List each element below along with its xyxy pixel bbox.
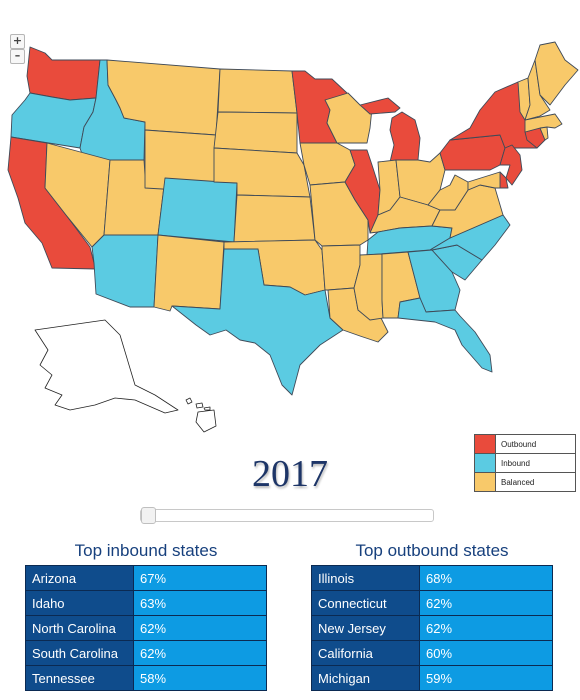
table-row: Idaho 63% [25, 590, 267, 616]
percent-cell: 62% [419, 615, 553, 641]
legend-label: Inbound [501, 458, 530, 468]
state-cell: California [311, 640, 420, 666]
year-slider[interactable] [140, 507, 434, 524]
state-alaska[interactable] [34, 319, 179, 414]
outbound-table-title: Top outbound states [355, 541, 509, 560]
table-row: Connecticut 62% [311, 590, 553, 616]
table-row: North Carolina 62% [25, 615, 267, 641]
state-maine[interactable] [534, 41, 579, 106]
percent-cell: 62% [419, 590, 553, 616]
state-cell: Idaho [25, 590, 134, 616]
state-maryland[interactable] [467, 171, 501, 191]
legend-item-balanced: Balanced [475, 473, 575, 491]
table-row: South Carolina 62% [25, 640, 267, 666]
legend-item-outbound: Outbound [475, 435, 575, 454]
legend-swatch [475, 435, 496, 453]
state-cell: New Jersey [311, 615, 420, 641]
table-row: Tennessee 58% [25, 665, 267, 691]
state-new-jersey[interactable] [499, 144, 523, 186]
state-cell: Tennessee [25, 665, 134, 691]
legend-label: Outbound [501, 439, 537, 449]
legend-swatch [475, 473, 496, 491]
percent-cell: 60% [419, 640, 553, 666]
us-map[interactable] [0, 30, 580, 450]
percent-cell: 67% [133, 565, 267, 591]
table-row: Arizona 67% [25, 565, 267, 591]
table-row: California 60% [311, 640, 553, 666]
state-new-mexico[interactable] [153, 234, 225, 312]
legend-item-inbound: Inbound [475, 454, 575, 473]
percent-cell: 59% [419, 665, 553, 691]
percent-cell: 62% [133, 615, 267, 641]
state-north-carolina[interactable] [429, 214, 511, 261]
state-cell: Michigan [311, 665, 420, 691]
legend-label: Balanced [501, 477, 535, 487]
zoom-in-button[interactable]: + [10, 34, 25, 49]
state-cell: Illinois [311, 565, 420, 591]
state-massachusetts[interactable] [524, 113, 563, 133]
state-arkansas[interactable] [321, 244, 361, 291]
state-cell: Arizona [25, 565, 134, 591]
state-cell: South Carolina [25, 640, 134, 666]
map-legend: Outbound Inbound Balanced [474, 434, 576, 492]
state-cell: North Carolina [25, 615, 134, 641]
us-map-svg[interactable] [0, 30, 580, 450]
zoom-out-button[interactable]: – [10, 49, 25, 64]
percent-cell: 58% [133, 665, 267, 691]
inbound-table: Arizona 67% Idaho 63% North Carolina 62%… [25, 565, 267, 691]
year-label: 2017 [252, 453, 328, 495]
table-row: Michigan 59% [311, 665, 553, 691]
table-row: Illinois 68% [311, 565, 553, 591]
state-arizona[interactable] [91, 234, 159, 308]
table-row: New Jersey 62% [311, 615, 553, 641]
slider-handle[interactable] [141, 507, 156, 524]
inbound-table-title: Top inbound states [74, 541, 218, 560]
state-cell: Connecticut [311, 590, 420, 616]
state-south-dakota[interactable] [213, 111, 298, 154]
state-hawaii[interactable] [185, 397, 217, 433]
outbound-table: Illinois 68% Connecticut 62% New Jersey … [311, 565, 553, 691]
state-washington[interactable] [26, 46, 101, 101]
state-north-dakota[interactable] [217, 68, 298, 114]
state-montana[interactable] [106, 59, 221, 136]
state-colorado[interactable] [157, 177, 238, 243]
percent-cell: 68% [419, 565, 553, 591]
percent-cell: 63% [133, 590, 267, 616]
percent-cell: 62% [133, 640, 267, 666]
state-texas[interactable] [171, 248, 344, 396]
state-kansas[interactable] [233, 194, 316, 243]
state-florida[interactable] [397, 297, 493, 373]
legend-swatch [475, 454, 496, 472]
